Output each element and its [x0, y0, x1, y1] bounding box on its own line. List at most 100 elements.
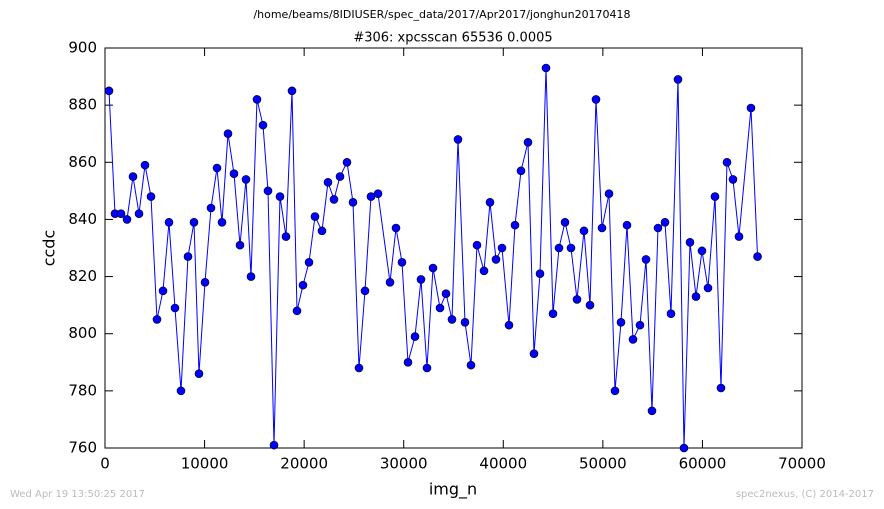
data-point: [685, 237, 695, 247]
data-point: [217, 217, 227, 227]
data-point: [146, 192, 156, 201]
data-point: [504, 320, 514, 330]
data-point: [653, 223, 663, 233]
data-point: [416, 275, 426, 284]
data-point: [298, 280, 308, 290]
y-tick-label: 820: [68, 267, 97, 285]
x-tick-label: 50000: [579, 455, 627, 473]
data-point: [697, 246, 707, 256]
x-tick-label: 30000: [380, 455, 428, 473]
data-point: [391, 223, 401, 233]
data-point: [722, 157, 732, 167]
data-point: [660, 217, 670, 227]
data-point: [746, 103, 756, 113]
data-point: [194, 369, 204, 379]
data-point: [510, 220, 520, 230]
data-point: [604, 189, 614, 199]
data-point: [428, 263, 438, 273]
data-point: [410, 332, 420, 341]
data-point: [116, 209, 126, 219]
data-point: [554, 243, 564, 253]
data-point: [466, 360, 476, 370]
data-point: [647, 406, 657, 416]
y-tick-label: 840: [68, 210, 97, 228]
data-point: [734, 232, 744, 241]
data-point: [206, 203, 216, 213]
x-tick-label: 0: [100, 455, 110, 473]
data-point: [397, 257, 407, 267]
data-point: [241, 175, 251, 184]
data-point: [597, 223, 607, 233]
y-tick-label: 800: [68, 324, 97, 342]
data-point: [354, 363, 364, 373]
data-point: [753, 252, 762, 261]
data-point: [703, 283, 713, 293]
data-point: [710, 192, 720, 201]
plot-area: [104, 47, 803, 449]
y-tick-label: 880: [68, 96, 97, 114]
data-point: [485, 197, 495, 207]
data-point: [152, 315, 162, 324]
data-point: [441, 289, 451, 299]
data-point: [641, 255, 651, 264]
data-point: [610, 386, 620, 396]
data-point: [591, 95, 601, 104]
data-point: [310, 212, 320, 221]
data-point: [258, 120, 268, 130]
data-point: [529, 349, 539, 359]
data-point: [128, 172, 138, 181]
x-tick-label: 10000: [181, 455, 229, 473]
data-point: [435, 303, 445, 313]
data-point: [235, 240, 245, 250]
data-point: [673, 75, 683, 84]
data-point: [323, 177, 333, 187]
data-point: [246, 272, 256, 281]
data-point: [385, 277, 395, 287]
data-point: [447, 315, 457, 324]
data-point: [628, 335, 638, 344]
data-point: [104, 86, 114, 96]
x-tick-label: 70000: [778, 455, 826, 473]
data-point: [523, 137, 533, 147]
y-tick-label: 760: [68, 439, 97, 457]
data-point: [122, 215, 132, 224]
data-point: [183, 252, 193, 261]
data-point: [189, 217, 199, 227]
y-tick-label: 860: [68, 153, 97, 171]
data-point: [292, 306, 302, 316]
data-point: [679, 443, 689, 453]
data-point: [497, 243, 507, 253]
data-point: [158, 286, 168, 296]
data-point: [263, 186, 273, 196]
data-point: [140, 160, 150, 170]
data-point: [622, 220, 632, 230]
footer-left: Wed Apr 19 13:50:25 2017: [10, 489, 145, 500]
x-axis-label: img_n: [429, 480, 477, 500]
data-point: [479, 266, 489, 276]
data-point: [616, 317, 626, 327]
data-point: [304, 257, 314, 267]
data-point: [579, 226, 589, 236]
data-point: [422, 363, 432, 373]
data-point: [170, 303, 180, 313]
data-point: [666, 309, 676, 319]
x-tick-label: 20000: [280, 455, 328, 473]
data-point: [335, 172, 345, 181]
data-point: [229, 169, 239, 179]
data-point: [403, 357, 413, 367]
data-point: [691, 292, 701, 301]
data-point: [360, 286, 370, 296]
chart-title: #306: xpcsscan 65536 0.0005: [353, 31, 552, 46]
data-point: [275, 192, 285, 201]
data-point: [281, 232, 291, 241]
data-point: [541, 63, 551, 73]
data-point: [460, 317, 470, 327]
data-point: [373, 189, 383, 199]
data-point: [164, 217, 174, 227]
data-point: [348, 197, 358, 207]
suptitle: /home/beams/8IDIUSER/spec_data/2017/Apr2…: [253, 8, 630, 21]
data-point: [134, 209, 144, 219]
y-tick-label: 780: [68, 381, 97, 399]
data-point: [572, 295, 582, 304]
